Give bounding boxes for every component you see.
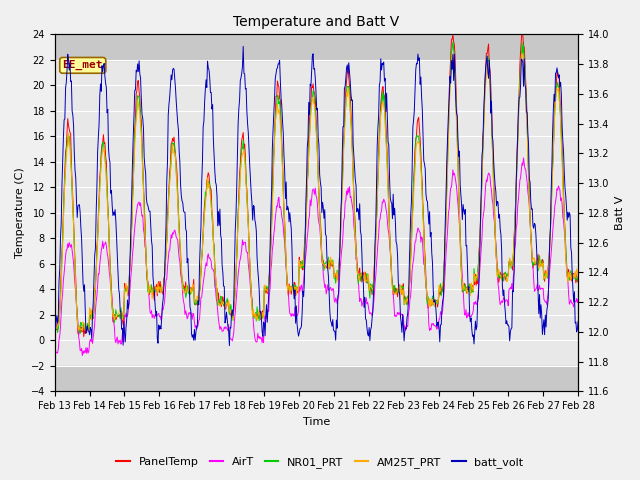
Legend: PanelTemp, AirT, NR01_PRT, AM25T_PRT, batt_volt: PanelTemp, AirT, NR01_PRT, AM25T_PRT, ba… [112, 452, 528, 472]
Y-axis label: Temperature (C): Temperature (C) [15, 168, 25, 258]
X-axis label: Time: Time [303, 417, 330, 427]
Text: EE_met: EE_met [63, 60, 103, 71]
Bar [54, 35, 578, 60]
Bar [54, 366, 578, 391]
Title: Temperature and Batt V: Temperature and Batt V [233, 15, 399, 29]
Y-axis label: Batt V: Batt V [615, 196, 625, 230]
